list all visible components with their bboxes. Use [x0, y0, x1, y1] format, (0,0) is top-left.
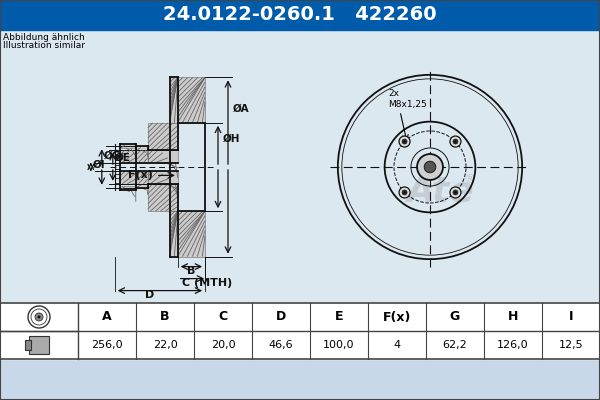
Text: 256,0: 256,0: [91, 340, 123, 350]
Text: ®: ®: [463, 174, 476, 186]
Circle shape: [454, 140, 457, 143]
Text: 22,0: 22,0: [152, 340, 178, 350]
Circle shape: [453, 139, 458, 144]
Circle shape: [399, 136, 410, 147]
Text: ØA: ØA: [233, 104, 250, 114]
Text: H: H: [508, 310, 518, 324]
Circle shape: [403, 191, 406, 194]
Text: D: D: [276, 310, 286, 324]
Circle shape: [35, 313, 43, 321]
Circle shape: [402, 190, 407, 195]
Circle shape: [403, 140, 406, 143]
Circle shape: [402, 139, 407, 144]
Circle shape: [399, 187, 410, 198]
Text: F(x): F(x): [383, 310, 411, 324]
Text: F(x): F(x): [128, 170, 152, 180]
Text: 62,2: 62,2: [443, 340, 467, 350]
Text: Illustration similar: Illustration similar: [3, 41, 85, 50]
Bar: [29, 336, 49, 354]
Circle shape: [454, 191, 457, 194]
Text: B: B: [187, 266, 196, 276]
Circle shape: [417, 154, 443, 180]
Text: I: I: [569, 310, 573, 324]
Text: D: D: [145, 290, 155, 300]
Text: 46,6: 46,6: [269, 340, 293, 350]
Circle shape: [424, 161, 436, 173]
Text: ØE: ØE: [115, 153, 131, 163]
Text: Abbildung ähnlich: Abbildung ähnlich: [3, 33, 85, 42]
Circle shape: [453, 190, 458, 195]
Polygon shape: [120, 171, 136, 184]
Text: 4: 4: [394, 340, 401, 350]
Polygon shape: [120, 144, 136, 148]
Text: Ate: Ate: [406, 175, 474, 209]
Polygon shape: [148, 123, 178, 150]
Polygon shape: [148, 150, 178, 163]
Text: 24.0122-0260.1   422260: 24.0122-0260.1 422260: [163, 6, 437, 24]
Polygon shape: [148, 171, 178, 184]
Polygon shape: [136, 184, 148, 188]
Polygon shape: [178, 77, 205, 123]
Polygon shape: [148, 184, 178, 211]
Text: 100,0: 100,0: [323, 340, 355, 350]
Polygon shape: [136, 150, 148, 163]
Polygon shape: [120, 150, 136, 163]
Text: ØG: ØG: [104, 151, 121, 161]
Bar: [0, 0, 600, 30]
Bar: [0, 303, 600, 359]
Circle shape: [37, 316, 41, 318]
Text: 126,0: 126,0: [497, 340, 529, 350]
Text: 2x
M8x1,25: 2x M8x1,25: [388, 89, 427, 109]
Polygon shape: [136, 146, 148, 150]
Text: C (MTH): C (MTH): [182, 278, 232, 288]
Text: G: G: [450, 310, 460, 324]
Text: C: C: [218, 310, 227, 324]
Circle shape: [450, 136, 461, 147]
Polygon shape: [170, 211, 178, 257]
Text: E: E: [335, 310, 343, 324]
Text: ØH: ØH: [223, 133, 241, 143]
Polygon shape: [120, 186, 136, 190]
Bar: [25, 340, 31, 350]
Polygon shape: [170, 77, 178, 123]
Text: 20,0: 20,0: [211, 340, 235, 350]
Text: ØI: ØI: [93, 159, 106, 169]
Circle shape: [450, 187, 461, 198]
Polygon shape: [178, 211, 205, 257]
Text: B: B: [160, 310, 170, 324]
Text: 12,5: 12,5: [559, 340, 583, 350]
Polygon shape: [136, 171, 148, 184]
Text: A: A: [102, 310, 112, 324]
Bar: [0, 30, 600, 303]
